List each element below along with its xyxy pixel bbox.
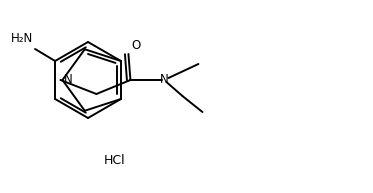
Text: N: N [63, 74, 72, 86]
Text: HCl: HCl [104, 155, 126, 168]
Text: H₂N: H₂N [11, 32, 33, 45]
Text: N: N [160, 74, 169, 86]
Text: O: O [131, 39, 141, 52]
